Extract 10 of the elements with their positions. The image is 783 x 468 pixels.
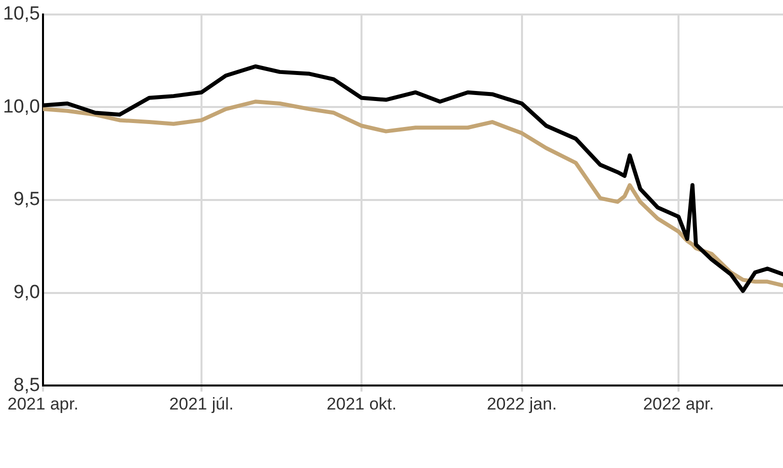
- x-tick-label: 2022 apr.: [643, 394, 714, 414]
- y-tick-label: 10,5: [2, 4, 40, 25]
- y-tick-label: 10,0: [2, 96, 40, 118]
- y-tick-label: 9,5: [14, 189, 40, 210]
- x-tick-label: 2022 jan.: [486, 394, 557, 414]
- x-tick-label: 2021 júl.: [169, 394, 234, 414]
- y-tick-label: 8,5: [14, 374, 40, 396]
- y-tick-label: 9,0: [14, 282, 40, 304]
- x-tick-label: 2021 apr.: [8, 394, 78, 414]
- x-tick-label: 2021 okt.: [326, 394, 397, 414]
